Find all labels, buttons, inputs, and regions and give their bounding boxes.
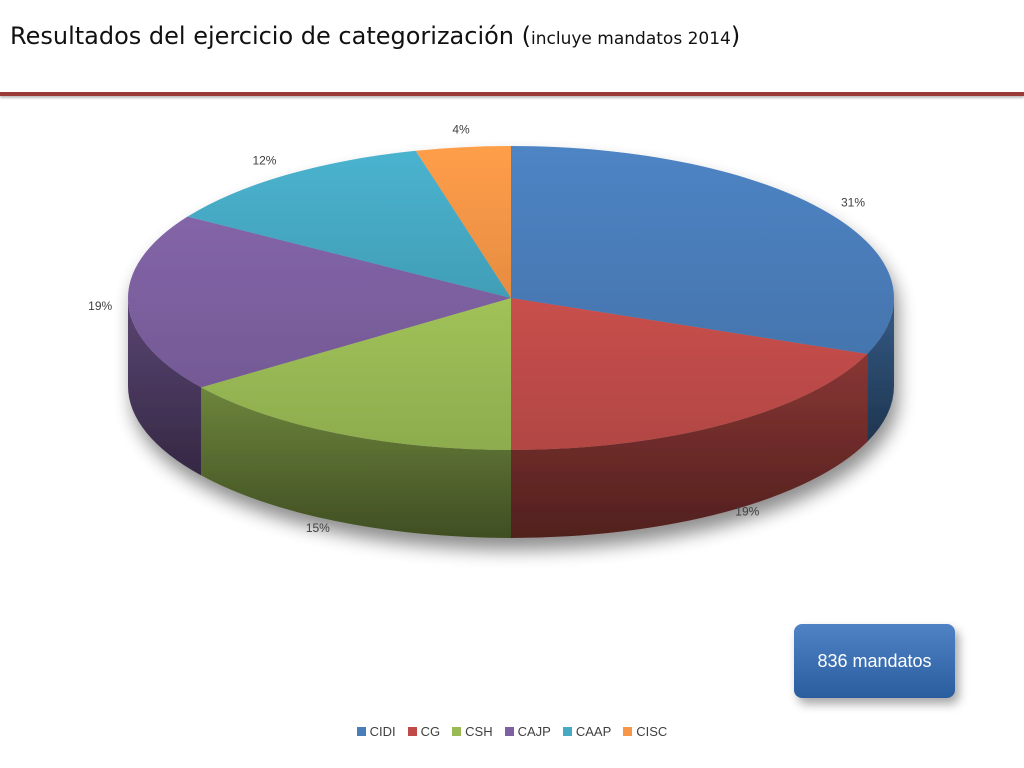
pie-label-caap: 12% <box>252 153 276 167</box>
pie-slice-cg <box>511 298 868 450</box>
pie-label-cajp: 19% <box>88 299 112 313</box>
chart-legend: CIDI CG CSH CAJP CAAP CISC <box>0 724 1024 739</box>
legend-label: CISC <box>636 724 668 739</box>
pie-chart: 31% 19% 15% 19% 12% 4% <box>88 122 894 538</box>
legend-swatch <box>623 727 633 736</box>
pie-slice-csh <box>201 298 511 450</box>
badge-label: 836 mandatos <box>817 650 932 671</box>
legend-label: CAJP <box>517 724 551 739</box>
legend-item-cidi: CIDI <box>356 724 396 739</box>
legend-label: CIDI <box>369 724 396 739</box>
pie-slice-caap <box>187 150 511 298</box>
legend-swatch <box>407 727 417 736</box>
pie-side-cidi <box>867 298 894 442</box>
pie-label-cidi: 31% <box>841 195 865 209</box>
pie-label-cisc: 4% <box>452 122 470 136</box>
legend-swatch <box>356 727 366 736</box>
title-main: Resultados del ejercicio de categorizaci… <box>10 22 515 50</box>
pie-slice-cisc <box>415 146 511 298</box>
pie-label-csh: 15% <box>306 521 330 535</box>
pie-label-cg: 19% <box>735 504 759 518</box>
legend-item-cajp: CAJP <box>504 724 551 739</box>
legend-item-caap: CAAP <box>562 724 612 739</box>
pie-side-csh <box>201 387 511 538</box>
mandatos-count-badge: 836 mandatos <box>794 624 955 698</box>
title-divider <box>0 92 1024 96</box>
pie-side-cg <box>511 353 868 538</box>
legend-label: CSH <box>465 724 493 739</box>
legend-swatch <box>452 727 462 736</box>
legend-swatch <box>562 727 572 736</box>
pie-side-cajp <box>128 298 202 476</box>
title-open-paren: ( <box>521 22 532 50</box>
pie-slice-cidi <box>511 146 894 354</box>
pie-side-walls <box>128 298 894 538</box>
legend-item-cg: CG <box>407 724 441 739</box>
legend-item-cisc: CISC <box>623 724 667 739</box>
title-subtitle: incluye mandatos 2014 <box>531 29 731 49</box>
legend-item-csh: CSH <box>452 724 493 739</box>
legend-label: CG <box>420 724 441 739</box>
pie-slice-cajp <box>128 216 512 388</box>
legend-swatch <box>504 727 514 736</box>
legend-label: CAAP <box>575 724 612 739</box>
slide-title: Resultados del ejercicio de categorizaci… <box>10 22 740 50</box>
title-close-paren: ) <box>730 22 741 50</box>
